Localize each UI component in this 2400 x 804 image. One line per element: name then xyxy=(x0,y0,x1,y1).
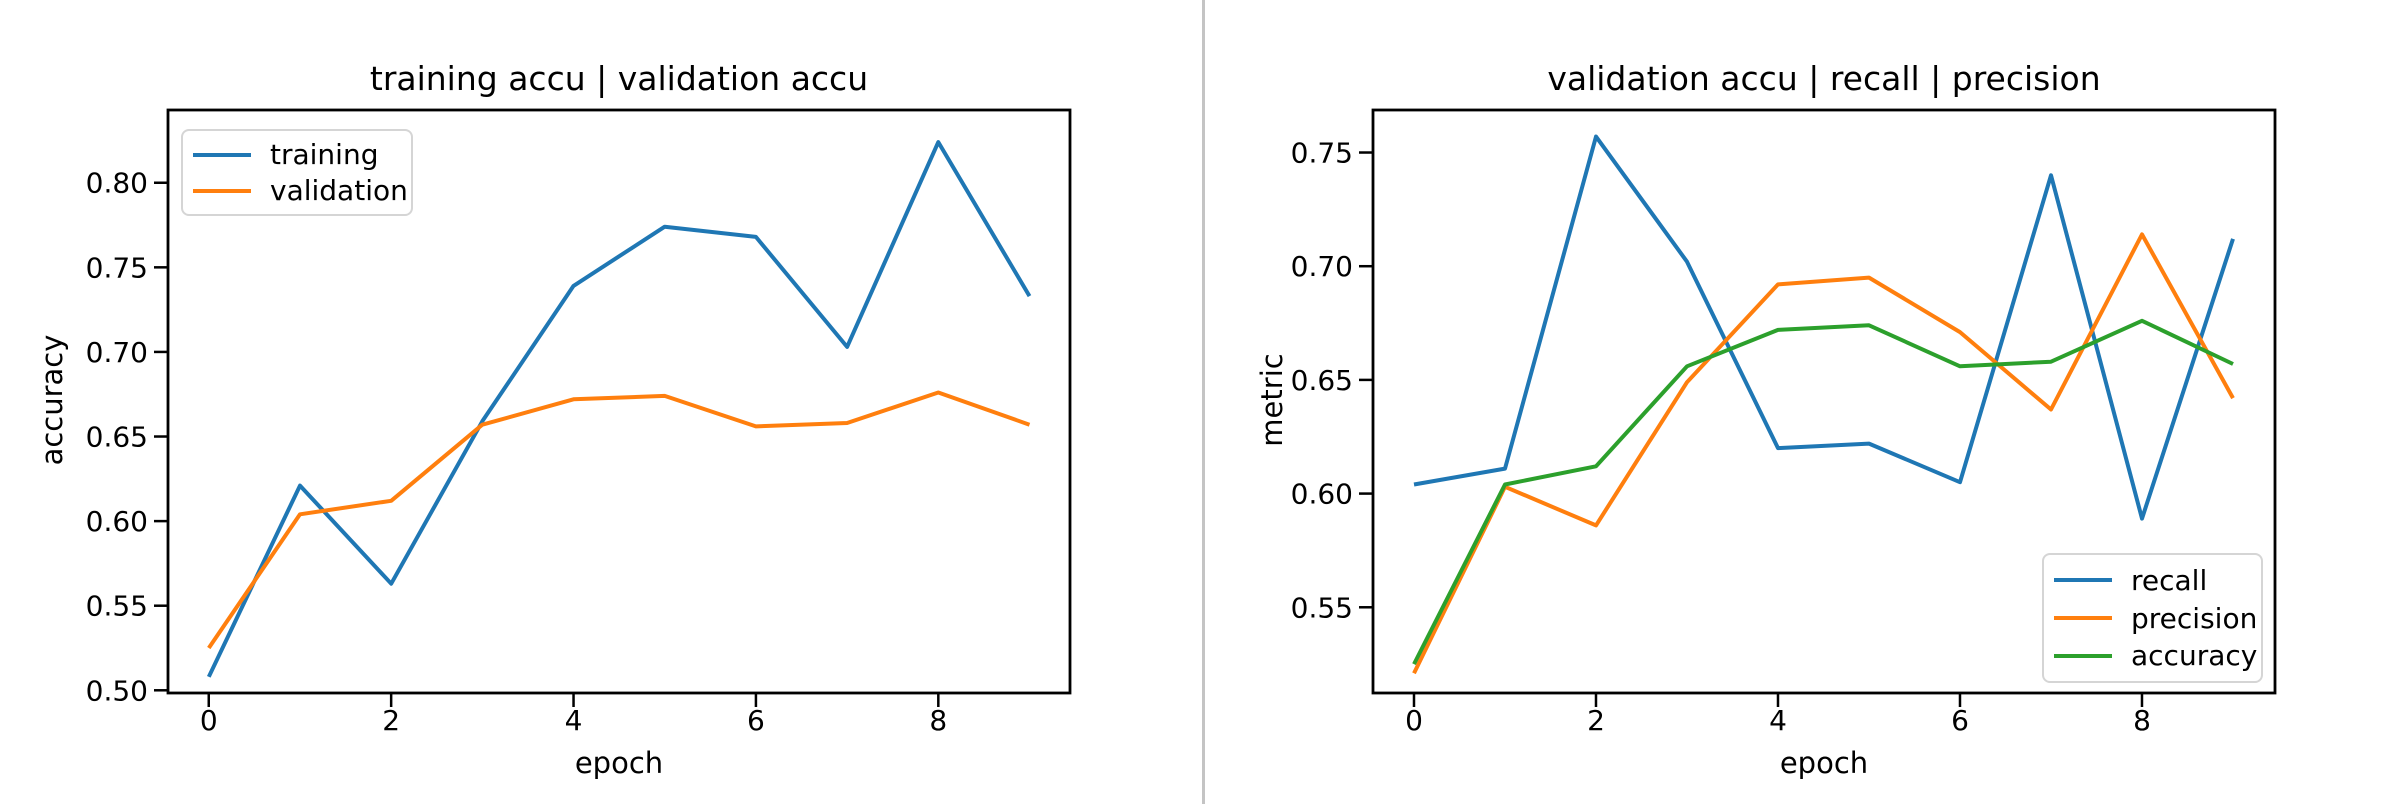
x-tick-label: 6 xyxy=(1951,704,1969,737)
y-tick-label: 0.75 xyxy=(1291,137,1353,170)
y-tick-label: 0.50 xyxy=(86,674,148,707)
legend-entry-recall: recall xyxy=(2054,564,2251,597)
left-chart-ylabel: accuracy xyxy=(35,334,69,466)
x-tick-label: 2 xyxy=(382,704,400,737)
x-tick-label: 8 xyxy=(929,704,947,737)
legend-line-sample xyxy=(2054,653,2112,658)
legend-line-sample xyxy=(193,152,251,157)
legend-entry-training: training xyxy=(193,138,401,171)
x-tick-label: 4 xyxy=(1769,704,1787,737)
x-tick-label: 6 xyxy=(747,704,765,737)
series-line-precision xyxy=(1412,232,2235,675)
axes-frame xyxy=(166,108,1072,695)
x-tick-label: 4 xyxy=(565,704,583,737)
right-chart-plot: 0.55 0.60 0.65 0.70 0.75 0 2 4 6 8 xyxy=(1291,108,2277,737)
x-tick-label: 2 xyxy=(1587,704,1605,737)
legend-line-sample xyxy=(193,188,251,193)
right-figure: 0.55 0.60 0.65 0.70 0.75 0 2 4 6 8 validation acc… xyxy=(1205,0,2400,804)
series-line-recall xyxy=(1413,134,2235,521)
right-chart-legend: recall precision accuracy xyxy=(2042,553,2263,683)
figure-divider xyxy=(1202,0,1205,804)
y-tick-label: 0.55 xyxy=(86,590,148,623)
left-chart-legend: training validation xyxy=(181,129,413,216)
legend-label: precision xyxy=(2131,601,2258,635)
left-chart-plot: 0.50 0.55 0.60 0.65 0.70 0.75 0.80 0 2 4 6 8 xyxy=(86,108,1072,737)
y-tick-label: 0.80 xyxy=(86,167,148,200)
legend-entry-validation: validation xyxy=(193,174,408,207)
y-tick-label: 0.60 xyxy=(1291,478,1353,511)
y-tick-label: 0.60 xyxy=(86,505,148,538)
y-tick-label: 0.65 xyxy=(1291,364,1353,397)
y-tick-label: 0.65 xyxy=(86,421,148,454)
y-tick-label: 0.70 xyxy=(86,336,148,369)
x-tick-label: 0 xyxy=(1405,704,1423,737)
right-chart-ylabel: metric xyxy=(1255,353,1289,447)
legend-entry-precision: precision xyxy=(2054,602,2257,635)
right-chart-xlabel: epoch xyxy=(1779,746,1869,780)
axes-frame xyxy=(1371,108,2277,695)
legend-line-sample xyxy=(2054,578,2112,583)
left-chart-title: training accu | validation accu xyxy=(369,59,869,98)
left-figure: 0.50 0.55 0.60 0.65 0.70 0.75 0.80 0 2 4 6 8 traini… xyxy=(35,59,1072,780)
y-tick-label: 0.70 xyxy=(1291,250,1353,283)
series-line-accuracy xyxy=(1412,318,2234,666)
legend-line-sample xyxy=(2054,616,2112,620)
x-tick-label: 8 xyxy=(2133,704,2151,737)
y-tick-label: 0.75 xyxy=(86,251,148,284)
legend-label: training xyxy=(270,138,379,171)
series-line-validation xyxy=(207,390,1031,650)
left-chart-xlabel: epoch xyxy=(574,746,664,780)
legend-entry-accuracy: accuracy xyxy=(2054,639,2257,672)
series-line-training xyxy=(206,140,1032,678)
legend-label: accuracy xyxy=(2131,639,2258,673)
right-chart-title: validation accu | recall | precision xyxy=(1547,59,2101,98)
legend-label: recall xyxy=(2131,563,2208,597)
x-tick-label: 0 xyxy=(200,704,218,737)
legend-label: validation xyxy=(270,174,408,207)
y-tick-label: 0.55 xyxy=(1291,591,1353,624)
